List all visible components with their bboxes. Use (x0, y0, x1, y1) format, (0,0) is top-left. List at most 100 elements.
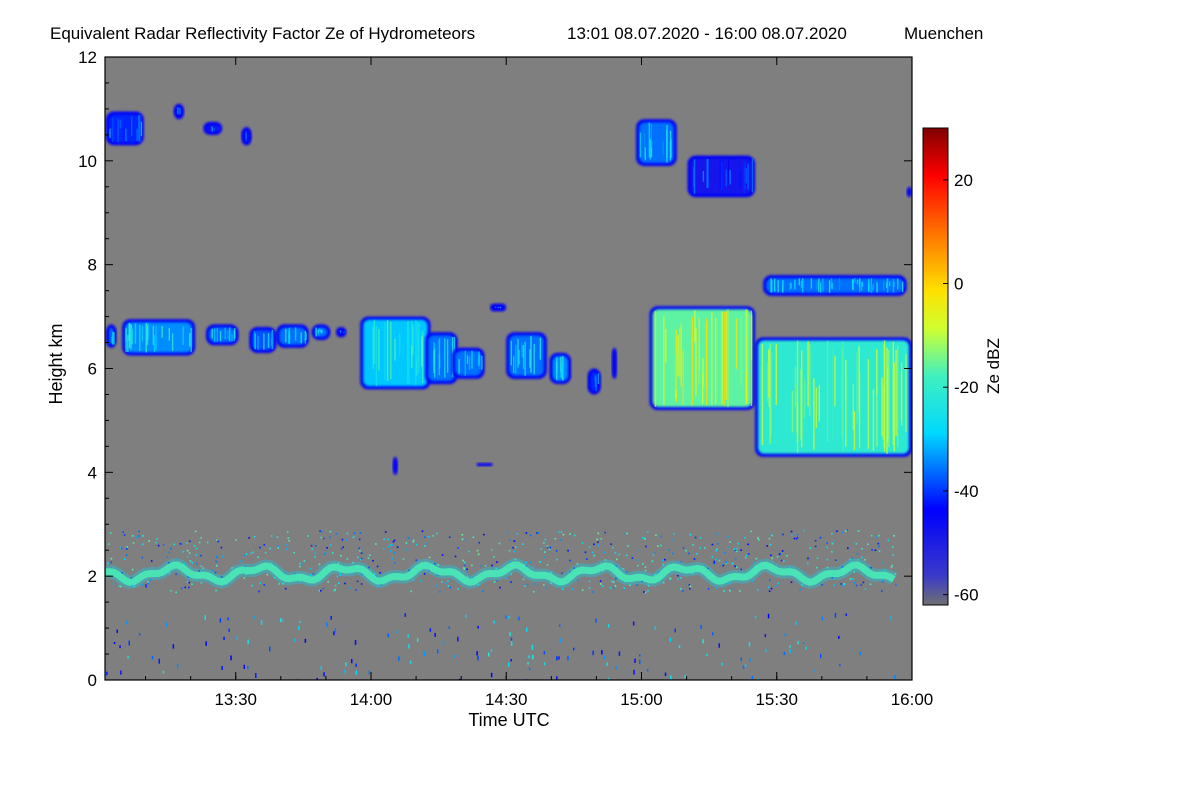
bl-speck (771, 557, 773, 560)
bl-speck (689, 587, 691, 590)
echo-streak (831, 283, 833, 290)
bl-speck (482, 590, 484, 592)
clutter-speck (119, 645, 121, 649)
bl-speck (189, 560, 192, 562)
bl-speck (441, 554, 444, 556)
clutter-speck (260, 620, 263, 625)
bl-speck (778, 553, 781, 555)
echo-streak (677, 335, 679, 376)
bl-speck (638, 549, 641, 552)
echo-streak (257, 335, 259, 350)
clutter-speck (754, 615, 757, 619)
echo-streak (813, 378, 815, 450)
bl-speck (669, 578, 671, 581)
bl-speck (142, 535, 144, 537)
bl-speck (195, 547, 198, 550)
echo-streak (438, 338, 441, 376)
echo-streak (152, 325, 154, 346)
bl-speck (740, 568, 742, 571)
bl-speck (849, 578, 852, 580)
bl-speck (356, 580, 359, 583)
bl-speck (394, 562, 396, 564)
bl-speck (544, 538, 547, 541)
echo-streak (791, 390, 794, 433)
echo-streak (343, 331, 345, 334)
echo-streak (739, 171, 742, 190)
echo-streak (807, 341, 809, 407)
bl-speck (855, 584, 858, 587)
clutter-speck (805, 646, 807, 650)
bl-speck (716, 533, 718, 535)
echo-streak (171, 333, 174, 351)
bl-speck (856, 553, 859, 555)
clutter-speck (510, 637, 513, 641)
bl-speck (646, 531, 649, 533)
bl-speck (215, 589, 217, 592)
echo-streak (294, 329, 297, 338)
clutter-speck (510, 641, 513, 646)
bl-speck (439, 591, 441, 593)
bl-speck (852, 578, 854, 580)
bl-speck (259, 546, 261, 549)
echo-streak (213, 328, 216, 342)
bl-speck (119, 585, 122, 588)
echo-streak (390, 322, 392, 380)
bl-speck (463, 561, 466, 564)
bl-speck (122, 531, 124, 533)
echo-streak (810, 278, 813, 289)
bl-speck (677, 578, 679, 581)
echo-rim (392, 456, 398, 475)
echo-streak (794, 279, 796, 290)
clutter-speck (789, 645, 791, 648)
echo-streak (518, 349, 520, 365)
clutter-speck (344, 669, 346, 674)
echo-streak (893, 362, 895, 452)
clutter-speck (490, 672, 493, 678)
clutter-speck (448, 626, 450, 629)
bl-speck (597, 544, 600, 547)
bl-speck (680, 577, 682, 579)
echo-streak (644, 147, 646, 161)
bl-speck (170, 589, 172, 592)
bl-speck (200, 582, 203, 584)
bl-speck (393, 551, 396, 554)
bl-speck (861, 556, 863, 559)
bl-speck (586, 558, 588, 560)
bl-speck (463, 568, 465, 570)
echo-streak (789, 282, 791, 291)
echo-streak (234, 328, 236, 339)
clutter-speck (351, 659, 353, 664)
bl-speck (731, 562, 734, 565)
clutter-speck (116, 629, 118, 634)
clutter-speck (255, 673, 257, 678)
bl-speck (379, 572, 381, 574)
echo-streak (112, 117, 114, 143)
bl-speck (314, 545, 317, 547)
bl-speck (457, 547, 459, 549)
bl-speck (375, 543, 377, 545)
bl-speck (410, 590, 412, 593)
bl-speck (602, 585, 604, 587)
bl-speck (715, 558, 717, 561)
y-tick-label: 0 (88, 671, 97, 690)
bl-speck (300, 563, 303, 566)
bl-speck (183, 562, 185, 565)
clutter-speck (559, 624, 561, 627)
bl-speck (680, 588, 682, 590)
bl-speck (448, 536, 451, 538)
echo-streak (471, 350, 473, 369)
bl-speck (461, 534, 464, 536)
bl-speck (744, 557, 747, 559)
bl-speck (273, 576, 276, 579)
echo-streak (407, 322, 410, 381)
bl-speck (484, 565, 487, 567)
echo-streak (735, 167, 737, 187)
bl-speck (186, 542, 188, 544)
clutter-speck (839, 663, 841, 667)
bl-speck (627, 545, 629, 547)
bl-speck (660, 535, 662, 538)
bl-speck (512, 546, 514, 549)
bl-speck (110, 561, 112, 564)
echo-streak (761, 343, 764, 446)
clutter-speck (158, 658, 160, 664)
